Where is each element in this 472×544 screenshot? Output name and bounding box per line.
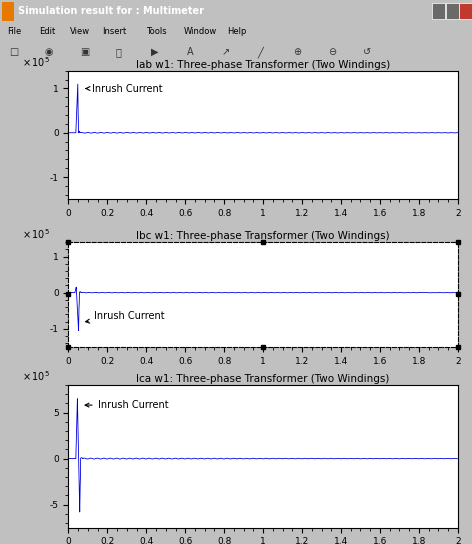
Bar <box>2 2 14 21</box>
Text: Simulation result for : Multimeter: Simulation result for : Multimeter <box>18 7 204 16</box>
Title: Ica w1: Three-phase Transformer (Two Windings): Ica w1: Three-phase Transformer (Two Win… <box>136 374 390 384</box>
Text: ╱: ╱ <box>257 46 263 58</box>
Bar <box>432 3 445 20</box>
Text: ↺: ↺ <box>363 47 371 57</box>
Bar <box>459 3 472 20</box>
Text: File: File <box>7 27 21 35</box>
Text: Help: Help <box>228 27 247 35</box>
Title: Ibc w1: Three-phase Transformer (Two Windings): Ibc w1: Three-phase Transformer (Two Win… <box>136 231 390 242</box>
Text: A: A <box>186 47 193 57</box>
Text: ⬛: ⬛ <box>116 47 121 57</box>
Text: Insert: Insert <box>102 27 126 35</box>
Text: ⊕: ⊕ <box>293 47 301 57</box>
Text: Inrush Current: Inrush Current <box>85 311 164 323</box>
Text: $\times\,10^5$: $\times\,10^5$ <box>22 370 50 384</box>
Text: ▶: ▶ <box>151 47 159 57</box>
Text: Window: Window <box>184 27 217 35</box>
Text: $\times\,10^5$: $\times\,10^5$ <box>22 55 50 70</box>
Text: Edit: Edit <box>39 27 55 35</box>
Text: Inrush Current: Inrush Current <box>86 84 162 94</box>
Text: View: View <box>70 27 91 35</box>
Text: $\times\,10^5$: $\times\,10^5$ <box>22 227 50 241</box>
Text: □: □ <box>9 47 19 57</box>
Title: Iab w1: Three-phase Transformer (Two Windings): Iab w1: Three-phase Transformer (Two Win… <box>136 60 390 70</box>
Text: ↗: ↗ <box>222 47 230 57</box>
Text: Inrush Current: Inrush Current <box>85 400 169 410</box>
Text: ◉: ◉ <box>45 47 53 57</box>
Text: ▣: ▣ <box>80 47 90 57</box>
Text: ⊖: ⊖ <box>328 47 336 57</box>
Bar <box>446 3 459 20</box>
Text: Tools: Tools <box>146 27 167 35</box>
